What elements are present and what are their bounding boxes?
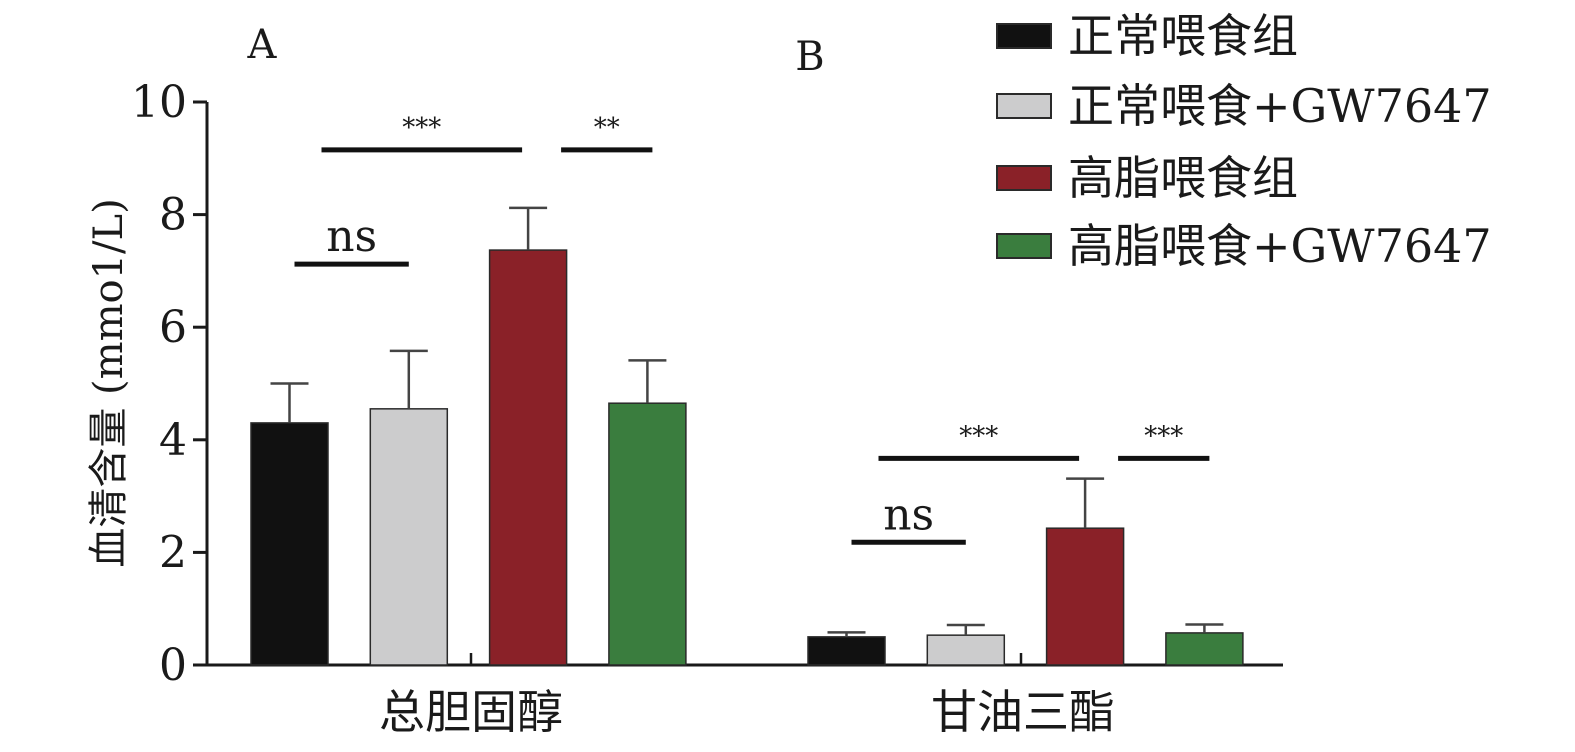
bars bbox=[250, 206, 1244, 666]
bar bbox=[1165, 632, 1244, 666]
axes: 0 2 4 6 8 10 总胆固醇 甘油三酯 bbox=[131, 77, 1283, 739]
legend-swatch bbox=[996, 23, 1052, 49]
legend-label: 高脂喂食+GW7647 bbox=[1068, 219, 1492, 273]
legend-label: 正常喂食+GW7647 bbox=[1068, 79, 1492, 133]
legend-swatch bbox=[996, 93, 1052, 119]
legend-label: 正常喂食组 bbox=[1068, 9, 1298, 63]
bar bbox=[488, 249, 568, 666]
panel-label-b: B bbox=[795, 34, 824, 80]
bar bbox=[250, 422, 329, 666]
legend-swatch bbox=[996, 165, 1052, 191]
y-tick-label: 10 bbox=[131, 77, 187, 128]
bar bbox=[369, 408, 449, 666]
significance-label: ns bbox=[883, 489, 934, 540]
bar bbox=[608, 402, 687, 666]
y-tick-label: 0 bbox=[159, 640, 187, 691]
significance-label: *** bbox=[1144, 421, 1183, 451]
category-label: 甘油三酯 bbox=[931, 685, 1115, 739]
bar bbox=[926, 634, 1006, 666]
y-tick-label: 2 bbox=[159, 527, 187, 578]
significance-label: ** bbox=[594, 113, 620, 143]
bar bbox=[1045, 527, 1125, 666]
bar bbox=[807, 636, 886, 666]
significance-label: *** bbox=[402, 113, 441, 143]
legend-label: 高脂喂食组 bbox=[1068, 151, 1298, 205]
significance-label: *** bbox=[959, 421, 998, 451]
panel-label-a: A bbox=[247, 22, 278, 68]
significance-annotations: ns*** **ns*** *** bbox=[294, 113, 1210, 545]
y-tick-label: 6 bbox=[159, 302, 187, 353]
legend-swatch bbox=[996, 233, 1052, 259]
y-tick-label: 8 bbox=[159, 190, 187, 241]
significance-label: ns bbox=[326, 211, 377, 262]
category-label: 总胆固醇 bbox=[379, 685, 563, 739]
y-axis-label: 血清含量 (mmo1/L) bbox=[86, 198, 132, 567]
y-tick-label: 4 bbox=[159, 415, 187, 466]
